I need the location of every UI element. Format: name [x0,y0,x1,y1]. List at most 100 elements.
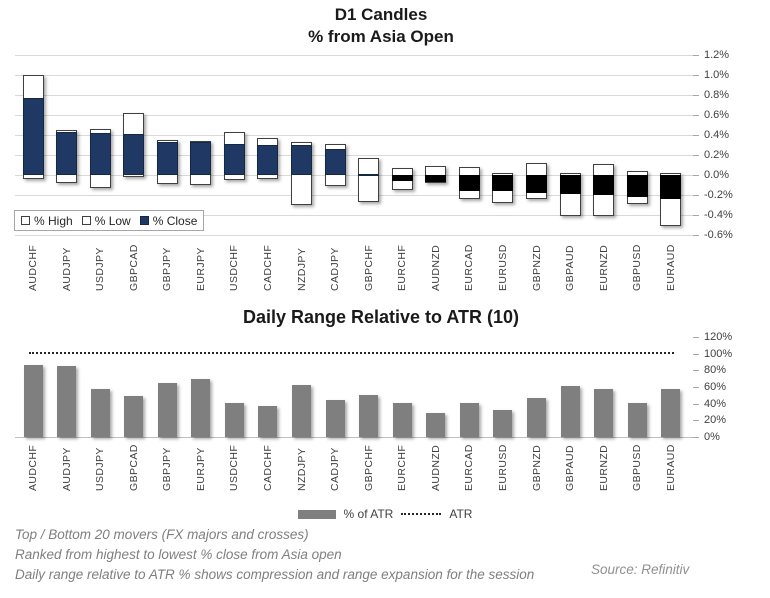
top-y-tick-label: 1.0% [704,69,730,81]
top-chart-title-line1: D1 Candles [334,5,428,24]
top-y-tick-label: 0.0% [704,169,730,181]
top-x-label-EURUSD: EURUSD [496,244,509,291]
legend-label-high: % High [34,213,73,228]
top-x-label-CADJPY: CADJPY [329,247,342,291]
legend-label-atr: ATR [449,507,473,521]
top-x-label-EURCAD: EURCAD [463,244,476,291]
top-chart-legend: % High % Low % Close [14,210,205,231]
gridline [15,115,695,116]
bottom-y-tick-label: 80% [704,364,727,377]
top-y-tick-label: 0.2% [704,149,730,161]
bottom-chart-plot-area [15,337,695,438]
candle-close-AUDNZD [425,175,447,182]
top-y-tick [693,175,699,176]
bottom-x-label-EURNZD: EURNZD [597,444,610,491]
legend-label-close: % Close [152,213,198,228]
top-y-tick-label: 0.8% [704,89,730,101]
atr-bar-EURJPY [191,378,211,437]
atr-bar-EURNZD [594,388,614,437]
bottom-y-tick-label: 120% [704,331,733,343]
top-y-tick-label: 1.2% [704,49,730,61]
top-x-label-EURNZD: EURNZD [597,244,610,291]
top-x-label-AUDNZD: AUDNZD [429,244,442,291]
top-x-label-GBPAUD: GBPAUD [564,245,577,291]
gridline [15,215,695,216]
legend-label-low: % Low [94,213,131,228]
top-x-label-GBPUSD: GBPUSD [631,244,644,291]
top-x-label-GBPNZD: GBPNZD [530,244,543,291]
top-y-tick-label: -0.4% [704,209,733,221]
atr-line-swatch-icon [401,513,442,515]
footer-notes: Top / Bottom 20 movers (FX majors and cr… [15,525,534,585]
footer-line-2: Ranked from highest to lowest % close fr… [15,547,342,562]
bottom-x-label-AUDJPY: AUDJPY [60,447,73,491]
atr-bar-GBPCHF [359,394,379,437]
bottom-x-label-AUDCHF: AUDCHF [27,444,39,491]
bottom-y-tick-label: 60% [704,381,727,393]
top-y-tick-label: 0.6% [704,109,730,121]
top-x-label-USDCHF: USDCHF [228,244,241,291]
candle-close-EURJPY [190,142,212,175]
top-chart-title-line2: % from Asia Open [308,27,454,46]
atr-bar-GBPAUD [560,386,580,437]
top-x-label-AUDCHF: AUDCHF [27,244,39,291]
bottom-x-label-GBPJPY: GBPJPY [161,447,174,491]
top-y-tick [693,115,699,116]
candle-close-NZDJPY [291,145,313,175]
top-y-tick-label: -0.2% [704,189,733,201]
bottom-x-label-CADJPY: CADJPY [329,447,342,491]
candle-close-CADJPY [324,149,346,175]
source-attribution: Source: Refinitiv [591,562,690,577]
bottom-y-tick [693,437,699,438]
candle-close-GBPUSD [626,175,648,197]
gridline [15,175,695,176]
atr-bar-GBPCAD [124,396,144,437]
top-y-tick [693,55,699,56]
bottom-x-label-GBPCHF: GBPCHF [362,444,375,491]
atr-bar-USDCHF [224,402,244,437]
atr-percent-swatch-icon [297,509,336,519]
top-x-label-GBPJPY: GBPJPY [161,247,174,291]
atr-bar-AUDNZD [426,412,446,437]
candle-close-EURCHF [391,175,413,181]
top-y-tick [693,195,699,196]
candle-close-EURCAD [458,175,480,191]
bottom-y-tick [693,370,699,372]
top-x-label-EURCHF: EURCHF [396,244,409,291]
atr-bar-AUDJPY [57,366,77,437]
atr-bar-EURAUD [661,388,681,437]
candle-close-USDCHF [223,144,245,175]
legend-item-low: % Low [81,213,131,228]
atr-bar-NZDJPY [292,385,312,437]
candle-range-GBPCHF [358,158,380,202]
candle-close-GBPCHF [358,174,380,176]
bottom-x-label-USDCHF: USDCHF [228,444,241,491]
gridline [15,95,695,96]
atr-bar-CADCHF [258,406,278,437]
bottom-x-label-GBPCAD: GBPCAD [127,444,140,491]
bottom-y-tick [693,403,699,405]
bottom-y-tick-label: 20% [704,414,727,427]
top-x-label-NZDJPY: NZDJPY [295,247,308,291]
bottom-x-label-EURCHF: EURCHF [396,444,409,491]
bottom-y-tick-label: 40% [704,397,727,410]
atr-bar-EURUSD [493,409,513,437]
atr-bar-EURCHF [392,402,412,437]
bottom-x-label-EURCAD: EURCAD [463,444,476,491]
gridline [15,75,695,76]
top-y-tick [693,135,699,136]
gridline [15,235,695,236]
candle-close-AUDJPY [56,132,78,175]
top-x-label-AUDJPY: AUDJPY [60,247,73,291]
high-swatch-icon [21,216,30,225]
bottom-y-tick-label: 0% [704,431,720,443]
atr-reference-dotted-line [29,352,674,354]
legend-label-percent-of-atr: % of ATR [343,507,394,521]
atr-bar-EURCAD [459,402,479,437]
gridline [15,55,695,56]
top-x-label-GBPCAD: GBPCAD [127,244,140,291]
top-y-tick [693,75,699,76]
bottom-y-tick [693,353,699,355]
low-swatch-icon [81,216,91,225]
